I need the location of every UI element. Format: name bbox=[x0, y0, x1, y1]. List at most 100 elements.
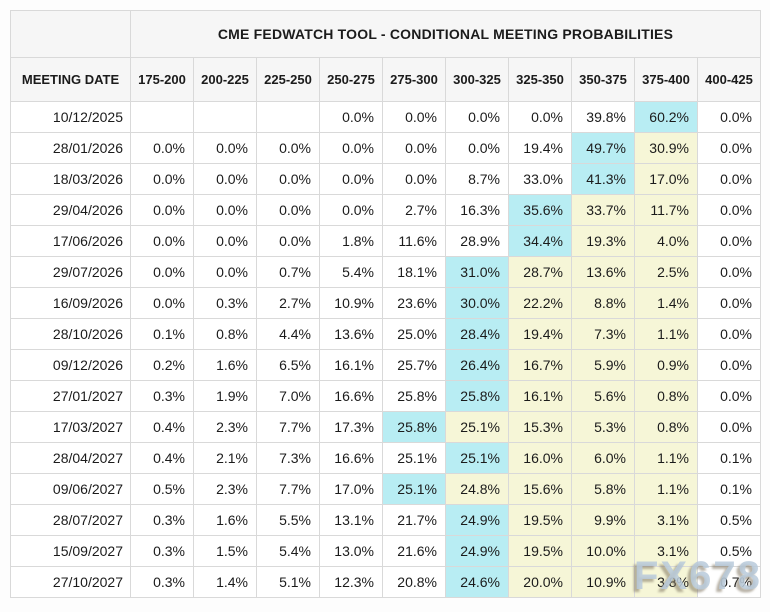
probability-cell: 13.6% bbox=[571, 256, 635, 288]
rate-range-header: 300-325 bbox=[445, 57, 509, 102]
probability-cell: 25.8% bbox=[382, 411, 446, 443]
rate-range-header: 275-300 bbox=[382, 57, 446, 102]
corner-cell bbox=[10, 10, 131, 58]
table-row: 28/10/2026 0.1% 0.8% 4.4% 13.6% 25.0% 28.4% 19.… bbox=[10, 318, 761, 350]
probability-cell: 0.0% bbox=[130, 163, 194, 195]
rate-range-header: 350-375 bbox=[571, 57, 635, 102]
probability-cell: 0.0% bbox=[130, 287, 194, 319]
table-row: 09/06/2027 0.5% 2.3% 7.7% 17.0% 25.1% 24.8% 15.… bbox=[10, 473, 761, 505]
probability-cell: 18.1% bbox=[382, 256, 446, 288]
probability-cell: 13.0% bbox=[319, 535, 383, 567]
probability-cell: 0.0% bbox=[382, 132, 446, 164]
probability-cell: 25.8% bbox=[382, 380, 446, 412]
probability-cell: 0.0% bbox=[193, 256, 257, 288]
probability-cell: 19.5% bbox=[508, 504, 572, 536]
table-body: 10/12/2025 0.0% 0.0% 0.0% 0.0% 39.8% 60.2% 0.0%… bbox=[10, 101, 761, 598]
table-row: 28/04/2027 0.4% 2.1% 7.3% 16.6% 25.1% 25.1% 16.… bbox=[10, 442, 761, 474]
fedwatch-table: CME FEDWATCH TOOL - CONDITIONAL MEETING … bbox=[10, 10, 761, 598]
probability-cell: 7.3% bbox=[256, 442, 320, 474]
probability-cell: 25.7% bbox=[382, 349, 446, 381]
probability-cell: 2.5% bbox=[634, 256, 698, 288]
rate-range-header: 250-275 bbox=[319, 57, 383, 102]
probability-cell: 0.1% bbox=[697, 442, 761, 474]
probability-cell: 19.5% bbox=[508, 535, 572, 567]
probability-cell: 41.3% bbox=[571, 163, 635, 195]
probability-cell: 0.0% bbox=[697, 287, 761, 319]
probability-cell: 24.9% bbox=[445, 535, 509, 567]
probability-cell: 9.9% bbox=[571, 504, 635, 536]
table-row: 27/01/2027 0.3% 1.9% 7.0% 16.6% 25.8% 25.8% 16.… bbox=[10, 380, 761, 412]
probability-cell: 0.0% bbox=[193, 132, 257, 164]
meeting-date-cell: 28/10/2026 bbox=[10, 318, 131, 350]
probability-cell: 0.0% bbox=[697, 411, 761, 443]
probability-cell: 17.3% bbox=[319, 411, 383, 443]
probability-cell: 0.0% bbox=[130, 256, 194, 288]
meeting-date-cell: 15/09/2027 bbox=[10, 535, 131, 567]
meeting-date-cell: 17/06/2026 bbox=[10, 225, 131, 257]
probability-cell: 5.8% bbox=[571, 473, 635, 505]
probability-cell: 5.6% bbox=[571, 380, 635, 412]
probability-cell: 34.4% bbox=[508, 225, 572, 257]
probability-cell: 1.5% bbox=[193, 535, 257, 567]
probability-cell: 13.6% bbox=[319, 318, 383, 350]
probability-cell: 0.0% bbox=[697, 349, 761, 381]
table-row: 18/03/2026 0.0% 0.0% 0.0% 0.0% 0.0% 8.7% 33.0% 4… bbox=[10, 163, 761, 195]
probability-cell: 0.0% bbox=[130, 194, 194, 226]
probability-cell: 0.0% bbox=[193, 194, 257, 226]
meeting-date-cell: 16/09/2026 bbox=[10, 287, 131, 319]
meeting-date-cell: 27/10/2027 bbox=[10, 566, 131, 598]
probability-cell: 0.9% bbox=[634, 349, 698, 381]
rate-range-header: 225-250 bbox=[256, 57, 320, 102]
probability-cell: 2.7% bbox=[256, 287, 320, 319]
probability-cell: 5.3% bbox=[571, 411, 635, 443]
probability-cell: 1.1% bbox=[634, 473, 698, 505]
probability-cell: 16.1% bbox=[319, 349, 383, 381]
probability-cell: 0.3% bbox=[193, 287, 257, 319]
probability-cell: 0.0% bbox=[445, 132, 509, 164]
probability-cell: 6.0% bbox=[571, 442, 635, 474]
probability-cell: 1.4% bbox=[193, 566, 257, 598]
probability-cell: 0.7% bbox=[256, 256, 320, 288]
probability-cell: 15.3% bbox=[508, 411, 572, 443]
meeting-date-cell: 10/12/2025 bbox=[10, 101, 131, 133]
probability-cell: 25.1% bbox=[445, 411, 509, 443]
probability-cell: 16.6% bbox=[319, 380, 383, 412]
probability-cell: 16.6% bbox=[319, 442, 383, 474]
probability-cell: 19.4% bbox=[508, 318, 572, 350]
probability-cell: 1.6% bbox=[193, 349, 257, 381]
probability-cell: 21.7% bbox=[382, 504, 446, 536]
probability-cell: 7.3% bbox=[571, 318, 635, 350]
probability-cell: 4.0% bbox=[634, 225, 698, 257]
table-row: 29/04/2026 0.0% 0.0% 0.0% 0.0% 2.7% 16.3% 35.6%… bbox=[10, 194, 761, 226]
probability-cell: 39.8% bbox=[571, 101, 635, 133]
table-row: 17/03/2027 0.4% 2.3% 7.7% 17.3% 25.8% 25.1% 15.… bbox=[10, 411, 761, 443]
probability-cell: 0.3% bbox=[130, 566, 194, 598]
probability-cell: 0.0% bbox=[697, 163, 761, 195]
probability-cell: 0.3% bbox=[130, 504, 194, 536]
probability-cell: 33.0% bbox=[508, 163, 572, 195]
probability-cell bbox=[130, 101, 194, 133]
probability-cell: 31.0% bbox=[445, 256, 509, 288]
table-row: 10/12/2025 0.0% 0.0% 0.0% 0.0% 39.8% 60.2% 0.0% bbox=[10, 101, 761, 133]
meeting-date-cell: 29/07/2026 bbox=[10, 256, 131, 288]
probability-cell: 0.7% bbox=[697, 566, 761, 598]
probability-cell: 20.8% bbox=[382, 566, 446, 598]
probability-cell: 19.3% bbox=[571, 225, 635, 257]
probability-cell: 0.0% bbox=[508, 101, 572, 133]
probability-cell: 0.8% bbox=[634, 380, 698, 412]
probability-cell: 0.2% bbox=[130, 349, 194, 381]
probability-cell: 1.4% bbox=[634, 287, 698, 319]
probability-cell: 24.9% bbox=[445, 504, 509, 536]
probability-cell: 7.7% bbox=[256, 473, 320, 505]
probability-cell: 24.6% bbox=[445, 566, 509, 598]
probability-cell: 0.0% bbox=[445, 101, 509, 133]
probability-cell: 2.3% bbox=[193, 411, 257, 443]
rate-range-header: 175-200 bbox=[130, 57, 194, 102]
probability-cell: 6.5% bbox=[256, 349, 320, 381]
probability-cell: 0.0% bbox=[256, 132, 320, 164]
probability-cell: 0.5% bbox=[697, 504, 761, 536]
probability-cell: 0.0% bbox=[193, 225, 257, 257]
probability-cell: 7.0% bbox=[256, 380, 320, 412]
probability-cell: 25.0% bbox=[382, 318, 446, 350]
